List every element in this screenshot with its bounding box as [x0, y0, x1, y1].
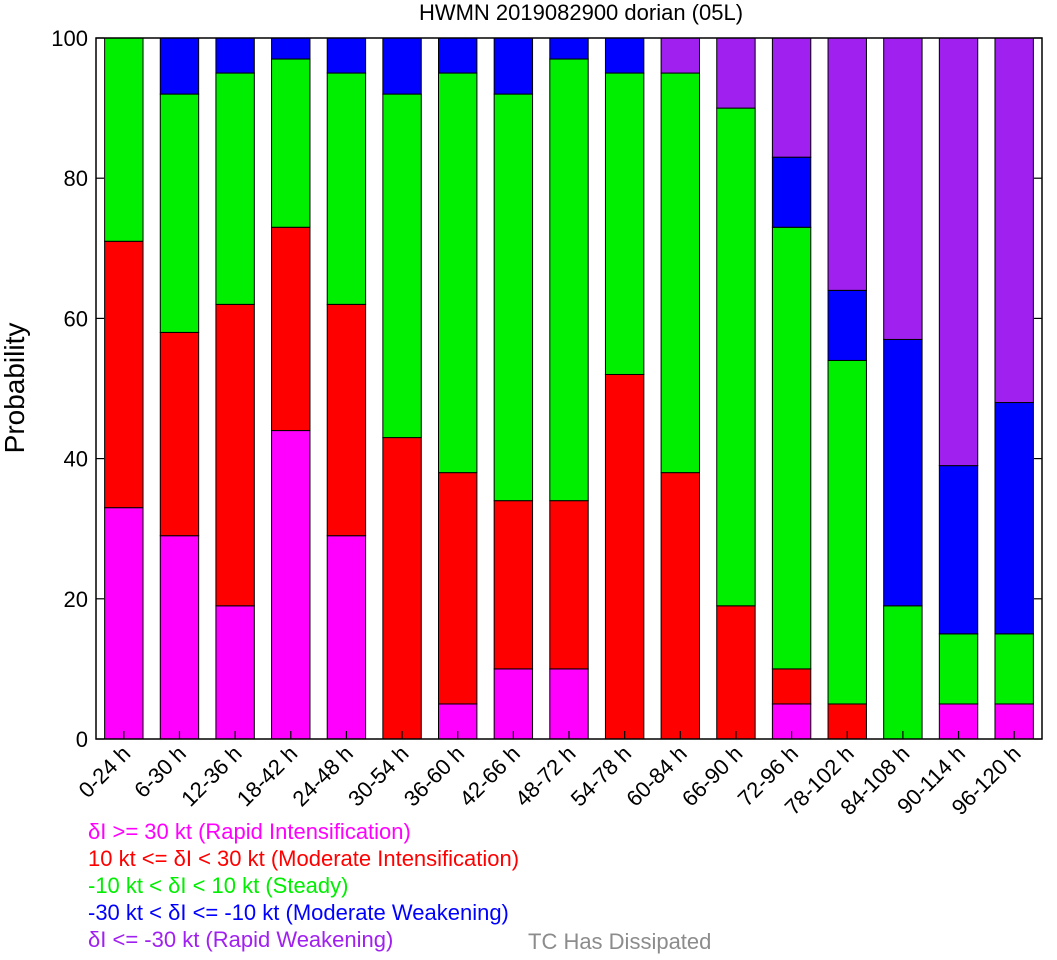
bar-segment	[827, 359, 867, 705]
bar-segment	[382, 93, 422, 439]
legend-entry-rapid-weakening: δI <= -30 kt (Rapid Weakening)	[88, 927, 394, 952]
bar-segment	[716, 37, 756, 109]
bar-segment	[271, 37, 311, 60]
x-tick-label: 42-66 h	[454, 741, 524, 811]
x-tick-label: 66-90 h	[677, 741, 747, 811]
bar-segment	[271, 58, 311, 228]
legend: δI >= 30 kt (Rapid Intensification) 10 k…	[88, 818, 519, 953]
chart-title: HWMN 2019082900 dorian (05L)	[419, 0, 743, 25]
x-tick-label: 36-60 h	[399, 741, 469, 811]
bar-segment	[883, 37, 923, 340]
bar-segment	[159, 535, 200, 740]
bar-segment	[326, 535, 367, 740]
bar-segment	[382, 437, 422, 740]
y-tick-label: 80	[64, 166, 88, 191]
bar-segment	[493, 668, 534, 740]
bar-segment	[326, 72, 367, 305]
bar-segment	[938, 465, 979, 635]
bar-segment	[549, 500, 589, 670]
bar-segment	[159, 37, 200, 95]
legend-entry-moderate-intensification: 10 kt <= δI < 30 kt (Moderate Intensific…	[88, 846, 520, 871]
bar-segment	[326, 303, 367, 537]
bar-segment	[326, 37, 367, 74]
bar-segment	[549, 37, 589, 60]
bar-segment	[771, 156, 812, 228]
bar-segment	[604, 37, 645, 74]
bar-segment	[215, 72, 255, 305]
y-axis-label: Probability	[0, 323, 30, 454]
bar-segment	[159, 93, 200, 333]
bar-segment	[215, 303, 255, 607]
bar-segment	[493, 500, 534, 670]
bar-segment	[716, 107, 756, 607]
bar-segment	[660, 37, 700, 74]
bar-segment	[104, 37, 144, 242]
bar-segment	[604, 72, 645, 375]
bar-segment	[493, 37, 534, 95]
bar-segment	[938, 37, 979, 467]
bar-segment	[104, 240, 144, 509]
bar-segment	[771, 226, 812, 670]
legend-entry-steady: -10 kt < δI < 10 kt (Steady)	[88, 873, 349, 898]
x-tick-label: 30-54 h	[343, 741, 413, 811]
x-tick-label: 24-48 h	[288, 741, 358, 811]
x-tick-label: 18-42 h	[232, 741, 302, 811]
x-tick-label: 54-78 h	[566, 741, 636, 811]
bar-segment	[604, 373, 645, 740]
bar-segment	[271, 430, 311, 740]
bar-segment	[938, 633, 979, 705]
bar-segment	[771, 668, 812, 705]
bar-segment	[382, 37, 422, 95]
bar-segment	[438, 72, 478, 474]
y-tick-label: 60	[64, 306, 88, 331]
bar-segment	[159, 331, 200, 537]
bar-segment	[716, 605, 756, 740]
bar-segment	[771, 37, 812, 158]
x-tick-label: 48-72 h	[510, 741, 580, 811]
bar-segment	[994, 37, 1034, 404]
legend-entry-moderate-weakening: -30 kt < δI <= -10 kt (Moderate Weakenin…	[88, 900, 509, 925]
bar-segment	[549, 668, 589, 740]
bar-segment	[883, 605, 923, 740]
x-tick-label: 12-36 h	[176, 741, 246, 811]
y-tick-label: 20	[64, 587, 88, 612]
bar-segment	[660, 472, 700, 740]
bar-segment	[493, 93, 534, 502]
bar-segment	[438, 37, 478, 74]
bar-segment	[994, 402, 1034, 635]
bar-segment	[215, 605, 255, 740]
bar-segment	[271, 226, 311, 432]
legend-entry-rapid-intensification: δI >= 30 kt (Rapid Intensification)	[88, 819, 411, 844]
y-tick-label: 0	[76, 727, 88, 752]
y-tick-label: 40	[64, 447, 88, 472]
bar-segment	[827, 37, 867, 291]
bar-segment	[994, 633, 1034, 705]
bar-segment	[883, 338, 923, 607]
bar-segment	[104, 507, 144, 740]
bar-segment	[660, 72, 700, 474]
bar-segment	[549, 58, 589, 502]
y-tick-label: 100	[51, 26, 88, 51]
bar-segment	[438, 472, 478, 705]
x-tick-label: 60-84 h	[621, 741, 691, 811]
bars-layer	[104, 37, 1034, 740]
legend-entry-tc-dissipated: TC Has Dissipated	[528, 929, 712, 954]
bar-segment	[827, 289, 867, 361]
bar-segment	[215, 37, 255, 74]
